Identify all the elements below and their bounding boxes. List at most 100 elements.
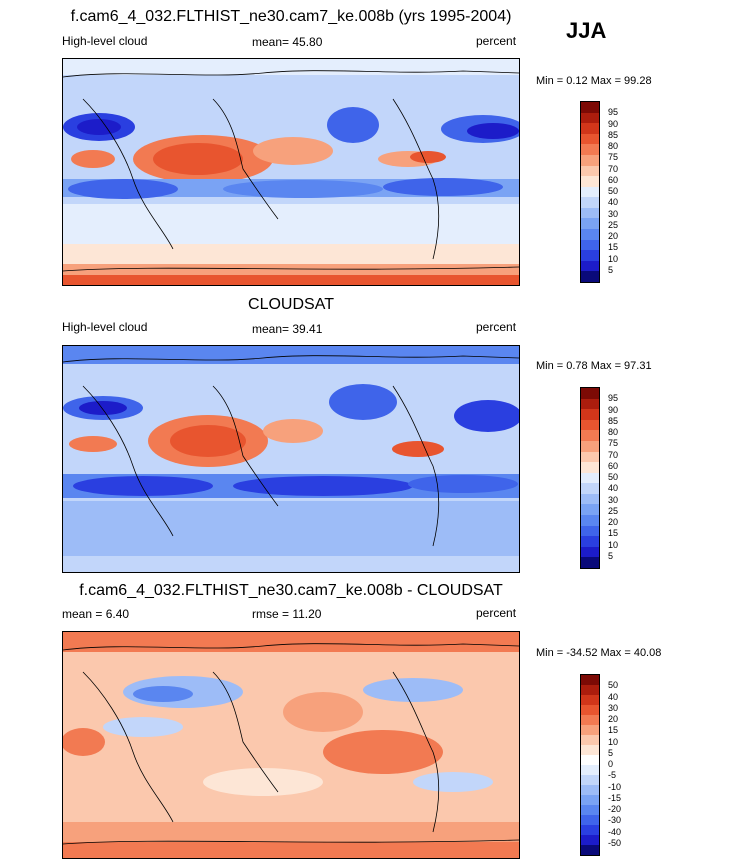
colorbar-cell [581, 705, 599, 715]
colorbar-tick-label: 50 [608, 472, 619, 482]
colorbar-cell [581, 440, 599, 452]
panel1-map [62, 58, 520, 286]
colorbar-tick-label: 60 [608, 460, 619, 471]
colorbar-cell [581, 725, 599, 735]
panel3-map [62, 631, 520, 859]
colorbar-cell [581, 695, 599, 705]
panel2-map [62, 345, 520, 573]
panel2-units-label: percent [476, 320, 517, 334]
colorbar-cell [581, 472, 599, 484]
colorbar-cell [581, 165, 599, 177]
panel3-units-label: percent [476, 606, 517, 620]
panel1-field [63, 59, 519, 285]
colorbar-tick-label: 75 [608, 438, 619, 449]
colorbar-cell [581, 675, 599, 685]
colorbar-cell [581, 123, 599, 135]
colorbar-cell [581, 745, 599, 755]
colorbar-tick-label: 25 [608, 505, 619, 516]
colorbar-tick-label: 40 [608, 691, 619, 702]
panel2-title: CLOUDSAT [248, 296, 334, 313]
colorbar-tick-label: 15 [608, 725, 619, 736]
panel3-minmax: Min = -34.52 Max = 40.08 [536, 647, 662, 659]
colorbar-cell [581, 775, 599, 785]
colorbar-tick-label: 25 [608, 219, 619, 230]
colorbar-cell [581, 218, 599, 230]
colorbar-tick-label: 20 [608, 517, 619, 527]
colorbar-cell [581, 388, 599, 399]
colorbar-cell [581, 845, 599, 855]
colorbar-tick-label: 30 [608, 208, 619, 219]
colorbar-tick-label: 60 [608, 174, 619, 185]
colorbar-tick-label: 70 [608, 163, 619, 174]
colorbar-tick-label: 10 [608, 539, 619, 550]
panel1-title: f.cam6_4_032.FLTHIST_ne30.cam7_ke.008b (… [70, 8, 512, 25]
colorbar-tick-label: -50 [608, 837, 622, 848]
colorbar-cell [581, 493, 599, 505]
colorbar-tick-label: 20 [608, 231, 619, 241]
colorbar-cell [581, 409, 599, 421]
colorbar-cell [581, 154, 599, 166]
colorbar-cell [581, 250, 599, 262]
colorbar-cell [581, 765, 599, 775]
panel1-variable-label: High-level cloud [62, 34, 148, 48]
colorbar-cell [581, 504, 599, 516]
colorbar-cell [581, 260, 599, 272]
colorbar-tick-label: 10 [608, 253, 619, 264]
colorbar-tick-label: 15 [608, 528, 619, 539]
colorbar-tick-label: 95 [608, 393, 619, 404]
colorbar-tick-label: 40 [608, 197, 619, 208]
colorbar-tick-label: 5 [608, 264, 614, 275]
panel3-field [63, 632, 519, 858]
panel2-minmax: Min = 0.78 Max = 97.31 [536, 360, 652, 372]
panel1-mean-label: mean= 45.80 [252, 35, 323, 49]
panel1-colorbar [580, 101, 600, 283]
colorbar-cell [581, 197, 599, 209]
colorbar-cell [581, 825, 599, 835]
colorbar-cell [581, 462, 599, 474]
colorbar-tick-label: 40 [608, 483, 619, 494]
colorbar-tick-label: -5 [608, 770, 617, 781]
panel1-units-label: percent [476, 34, 517, 48]
panel2-variable-label: High-level cloud [62, 320, 148, 334]
colorbar-cell [581, 398, 599, 410]
panel3-title: f.cam6_4_032.FLTHIST_ne30.cam7_ke.008b -… [79, 582, 503, 599]
colorbar-cell [581, 536, 599, 548]
colorbar-cell [581, 755, 599, 765]
panel3-mean-label: mean = 6.40 [62, 607, 130, 621]
colorbar-cell [581, 419, 599, 431]
colorbar-cell [581, 525, 599, 537]
colorbar-tick-label: -30 [608, 815, 622, 826]
season-label: JJA [566, 18, 607, 43]
colorbar-cell [581, 735, 599, 745]
colorbar-cell [581, 207, 599, 219]
colorbar-cell [581, 271, 599, 283]
colorbar-tick-label: 5 [608, 747, 614, 758]
colorbar-cell [581, 546, 599, 558]
colorbar-tick-label: -20 [608, 804, 622, 814]
colorbar-tick-label: 85 [608, 415, 619, 426]
colorbar-cell [581, 557, 599, 569]
colorbar-cell [581, 176, 599, 188]
colorbar-cell [581, 102, 599, 113]
panel2-mean-label: mean= 39.41 [252, 322, 323, 336]
panel3-rmse-label: rmse = 11.20 [252, 607, 322, 621]
colorbar-cell [581, 483, 599, 495]
colorbar-tick-label: 80 [608, 427, 619, 437]
colorbar-cell [581, 785, 599, 795]
panel1-minmax: Min = 0.12 Max = 99.28 [536, 75, 652, 87]
colorbar-tick-label: 50 [608, 186, 619, 196]
colorbar-tick-label: 5 [608, 550, 614, 561]
colorbar-tick-label: 30 [608, 494, 619, 505]
colorbar-tick-label: 20 [608, 714, 619, 724]
colorbar-tick-label: -40 [608, 826, 622, 837]
colorbar-tick-label: 80 [608, 141, 619, 151]
colorbar-cell [581, 515, 599, 527]
colorbar-cell [581, 715, 599, 725]
colorbar-cell [581, 229, 599, 241]
colorbar-tick-label: 95 [608, 107, 619, 118]
colorbar-tick-label: 90 [608, 404, 619, 415]
panel3-colorbar [580, 674, 600, 856]
colorbar-cell [581, 835, 599, 845]
colorbar-tick-label: 0 [608, 759, 614, 769]
colorbar-cell [581, 112, 599, 124]
